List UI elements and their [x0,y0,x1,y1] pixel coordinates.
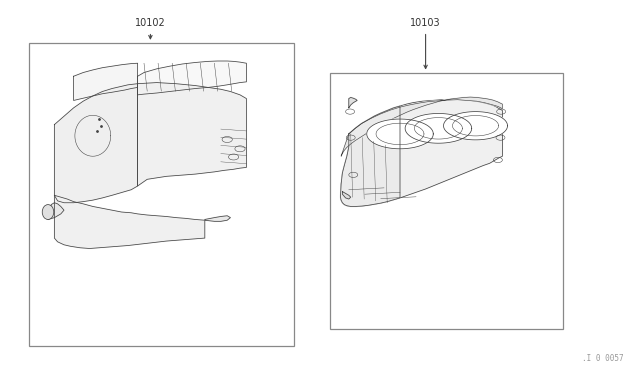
Polygon shape [205,216,230,221]
Bar [29,43,294,346]
Polygon shape [48,203,64,219]
Polygon shape [342,192,351,199]
Polygon shape [340,99,502,206]
Polygon shape [367,119,433,149]
Polygon shape [341,97,502,156]
Polygon shape [349,97,357,108]
Polygon shape [138,61,246,95]
Ellipse shape [42,205,54,219]
Polygon shape [74,63,138,100]
Polygon shape [54,195,205,248]
Text: 10103: 10103 [410,18,441,28]
Text: .I 0 0057: .I 0 0057 [582,354,624,363]
Polygon shape [444,112,508,140]
Text: 10102: 10102 [135,18,166,28]
Polygon shape [340,106,400,206]
Polygon shape [54,84,138,203]
Bar [330,73,563,329]
Polygon shape [405,113,472,143]
Polygon shape [138,83,246,186]
